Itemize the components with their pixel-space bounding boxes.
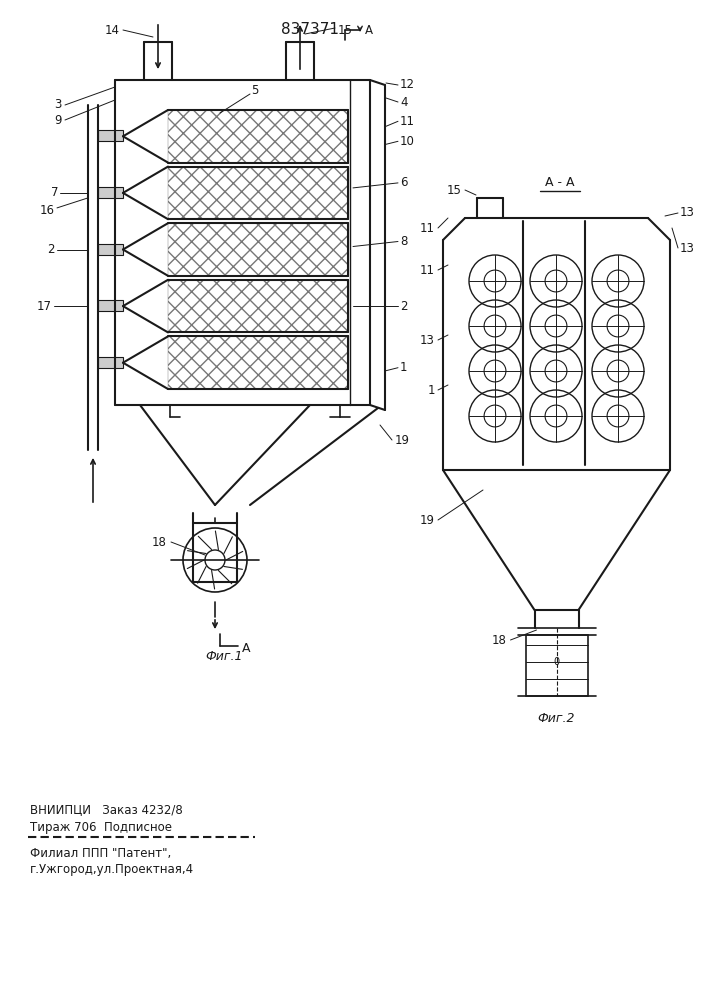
Text: A: A bbox=[365, 23, 373, 36]
Bar bbox=[168, 336, 348, 389]
Bar bbox=[98, 243, 123, 254]
Text: 11: 11 bbox=[420, 263, 435, 276]
Text: Тираж 706  Подписное: Тираж 706 Подписное bbox=[30, 820, 172, 834]
Text: 13: 13 bbox=[680, 241, 695, 254]
Text: 17: 17 bbox=[37, 300, 52, 313]
Bar bbox=[168, 110, 348, 163]
Text: 8: 8 bbox=[400, 235, 407, 248]
Text: 3: 3 bbox=[54, 99, 62, 111]
Text: 18: 18 bbox=[491, 634, 506, 647]
Bar bbox=[525, 635, 588, 696]
Text: 0: 0 bbox=[554, 657, 559, 667]
Text: 1: 1 bbox=[400, 361, 407, 374]
Text: 2: 2 bbox=[400, 300, 407, 313]
Text: 19: 19 bbox=[395, 434, 410, 446]
Bar bbox=[98, 357, 123, 368]
Text: 5: 5 bbox=[251, 84, 259, 97]
Text: 18: 18 bbox=[152, 536, 167, 548]
Text: 11: 11 bbox=[420, 222, 435, 234]
Text: А - А: А - А bbox=[545, 176, 575, 190]
Text: Филиал ППП "Патент",: Филиал ППП "Патент", bbox=[30, 846, 171, 859]
Text: 9: 9 bbox=[54, 113, 62, 126]
Text: 15: 15 bbox=[338, 23, 353, 36]
Text: Фиг.1: Фиг.1 bbox=[205, 650, 243, 662]
Text: 13: 13 bbox=[420, 334, 435, 347]
Text: 4: 4 bbox=[400, 96, 407, 108]
Text: г.Ужгород,ул.Проектная,4: г.Ужгород,ул.Проектная,4 bbox=[30, 863, 194, 876]
Bar bbox=[168, 280, 348, 332]
Bar bbox=[168, 167, 348, 219]
Text: 12: 12 bbox=[400, 79, 415, 92]
Text: 2: 2 bbox=[47, 243, 55, 256]
Bar bbox=[98, 130, 123, 141]
Text: A: A bbox=[242, 643, 250, 656]
Text: 837371: 837371 bbox=[281, 22, 339, 37]
Bar bbox=[98, 187, 123, 198]
Text: Фиг.2: Фиг.2 bbox=[538, 712, 575, 724]
Text: 7: 7 bbox=[50, 186, 58, 199]
Text: 19: 19 bbox=[420, 514, 435, 526]
Text: 10: 10 bbox=[400, 135, 415, 148]
Bar bbox=[168, 223, 348, 276]
Bar bbox=[98, 300, 123, 311]
Text: 1: 1 bbox=[428, 383, 435, 396]
Text: 15: 15 bbox=[447, 184, 462, 196]
Text: 11: 11 bbox=[400, 115, 415, 128]
Text: 13: 13 bbox=[680, 207, 695, 220]
Text: 14: 14 bbox=[105, 23, 120, 36]
Text: 6: 6 bbox=[400, 176, 407, 189]
Text: 16: 16 bbox=[40, 204, 55, 217]
Text: ВНИИПЦИ   Заказ 4232/8: ВНИИПЦИ Заказ 4232/8 bbox=[30, 804, 182, 816]
